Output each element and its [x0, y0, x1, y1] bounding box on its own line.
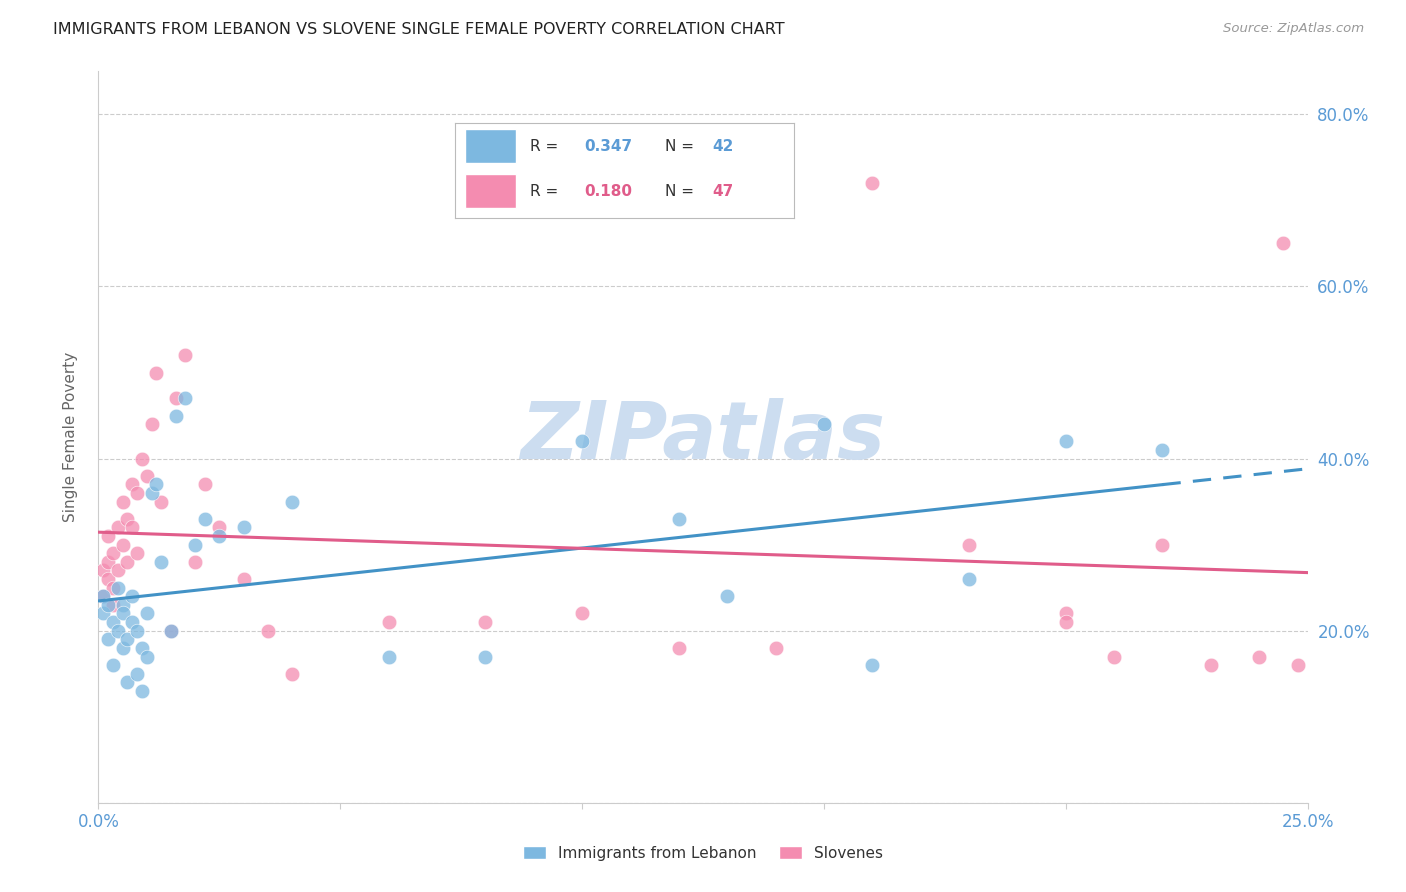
Point: [474, 649, 496, 664]
Point: [127, 546, 149, 560]
Point: [256, 624, 278, 638]
Point: [174, 392, 197, 406]
Point: [160, 624, 183, 638]
Text: ZIPatlas: ZIPatlas: [520, 398, 886, 476]
Point: [145, 477, 167, 491]
Point: [232, 520, 254, 534]
Point: [668, 640, 690, 655]
Point: [1199, 658, 1222, 673]
Point: [377, 615, 399, 629]
Point: [474, 615, 496, 629]
Point: [97, 555, 120, 569]
Point: [1054, 434, 1077, 449]
Point: [121, 520, 143, 534]
Point: [121, 477, 143, 491]
Point: [145, 366, 167, 380]
Point: [107, 581, 129, 595]
Point: [194, 477, 217, 491]
Point: [160, 624, 183, 638]
Text: Source: ZipAtlas.com: Source: ZipAtlas.com: [1223, 22, 1364, 36]
Point: [571, 607, 593, 621]
Point: [97, 632, 120, 647]
Text: IMMIGRANTS FROM LEBANON VS SLOVENE SINGLE FEMALE POVERTY CORRELATION CHART: IMMIGRANTS FROM LEBANON VS SLOVENE SINGL…: [53, 22, 785, 37]
Point: [208, 529, 231, 543]
Point: [860, 176, 883, 190]
Point: [111, 538, 134, 552]
Point: [135, 649, 157, 664]
Point: [127, 624, 149, 638]
Point: [1249, 649, 1271, 664]
Point: [957, 538, 980, 552]
Point: [101, 581, 124, 595]
Point: [91, 607, 114, 621]
Point: [97, 572, 120, 586]
Point: [91, 564, 114, 578]
Point: [101, 598, 124, 612]
Point: [184, 538, 207, 552]
Point: [127, 666, 149, 681]
Point: [101, 546, 124, 560]
Point: [111, 598, 134, 612]
Point: [97, 529, 120, 543]
Point: [716, 589, 738, 603]
Point: [571, 434, 593, 449]
Point: [111, 607, 134, 621]
Point: [135, 468, 157, 483]
Point: [232, 572, 254, 586]
Point: [121, 589, 143, 603]
Point: [281, 666, 304, 681]
Point: [121, 615, 143, 629]
Point: [141, 417, 163, 432]
Point: [957, 572, 980, 586]
Point: [1272, 236, 1295, 251]
Point: [165, 392, 187, 406]
Point: [1054, 615, 1077, 629]
Point: [91, 589, 114, 603]
Point: [131, 640, 153, 655]
Point: [1286, 658, 1309, 673]
Point: [184, 555, 207, 569]
Point: [117, 512, 139, 526]
Point: [101, 615, 124, 629]
Point: [813, 417, 835, 432]
Point: [150, 555, 173, 569]
Point: [377, 649, 399, 664]
Point: [860, 658, 883, 673]
Point: [117, 675, 139, 690]
Point: [668, 512, 690, 526]
Point: [150, 494, 173, 508]
Point: [107, 624, 129, 638]
Point: [111, 494, 134, 508]
Point: [174, 348, 197, 362]
Point: [208, 520, 231, 534]
Point: [101, 658, 124, 673]
Point: [131, 451, 153, 466]
Point: [117, 555, 139, 569]
Point: [281, 494, 304, 508]
Point: [111, 640, 134, 655]
Point: [91, 589, 114, 603]
Point: [141, 486, 163, 500]
Point: [135, 607, 157, 621]
Point: [1152, 538, 1174, 552]
Point: [194, 512, 217, 526]
Point: [1054, 607, 1077, 621]
Point: [117, 632, 139, 647]
Legend: Immigrants from Lebanon, Slovenes: Immigrants from Lebanon, Slovenes: [515, 838, 891, 868]
Point: [1152, 442, 1174, 457]
Point: [765, 640, 787, 655]
Point: [165, 409, 187, 423]
Point: [131, 684, 153, 698]
Y-axis label: Single Female Poverty: Single Female Poverty: [63, 352, 77, 522]
Point: [1102, 649, 1125, 664]
Point: [107, 564, 129, 578]
Point: [97, 598, 120, 612]
Point: [127, 486, 149, 500]
Point: [107, 520, 129, 534]
